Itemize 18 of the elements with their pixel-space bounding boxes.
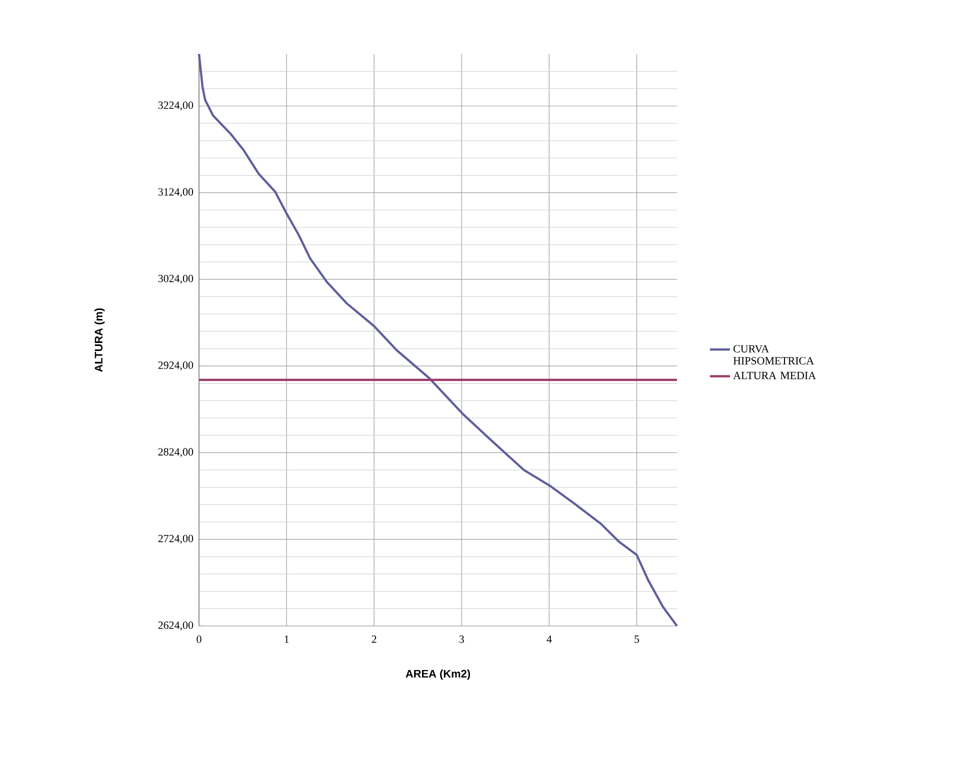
x-axis-title: AREA (Km2) (406, 670, 470, 680)
y-tick-label: 2724,00 (158, 534, 194, 544)
x-tick-label: 1 (284, 636, 289, 643)
x-tick-label: 4 (546, 636, 552, 643)
x-tick-label: 2 (372, 636, 376, 643)
y-tick-label: 2924,00 (158, 362, 194, 370)
y-tick-label: 3124,00 (158, 188, 194, 198)
legend-label: CURVA HIPSOMETRICA (733, 345, 814, 364)
line-series (198, 52, 678, 628)
y-tick-label: 3024,00 (158, 274, 194, 284)
y-tick-label: 3224,00 (158, 102, 194, 110)
y-axis-title: ALTURA (m) (94, 308, 105, 372)
x-tick-label: 5 (634, 636, 640, 643)
y-tick-label: 2624,00 (158, 622, 194, 630)
x-tick-label: 0 (196, 636, 202, 643)
x-tick-label: 3 (459, 636, 464, 643)
y-tick-label: 2824,00 (158, 448, 194, 458)
legend-label: ALTURA MEDIA (733, 372, 816, 380)
